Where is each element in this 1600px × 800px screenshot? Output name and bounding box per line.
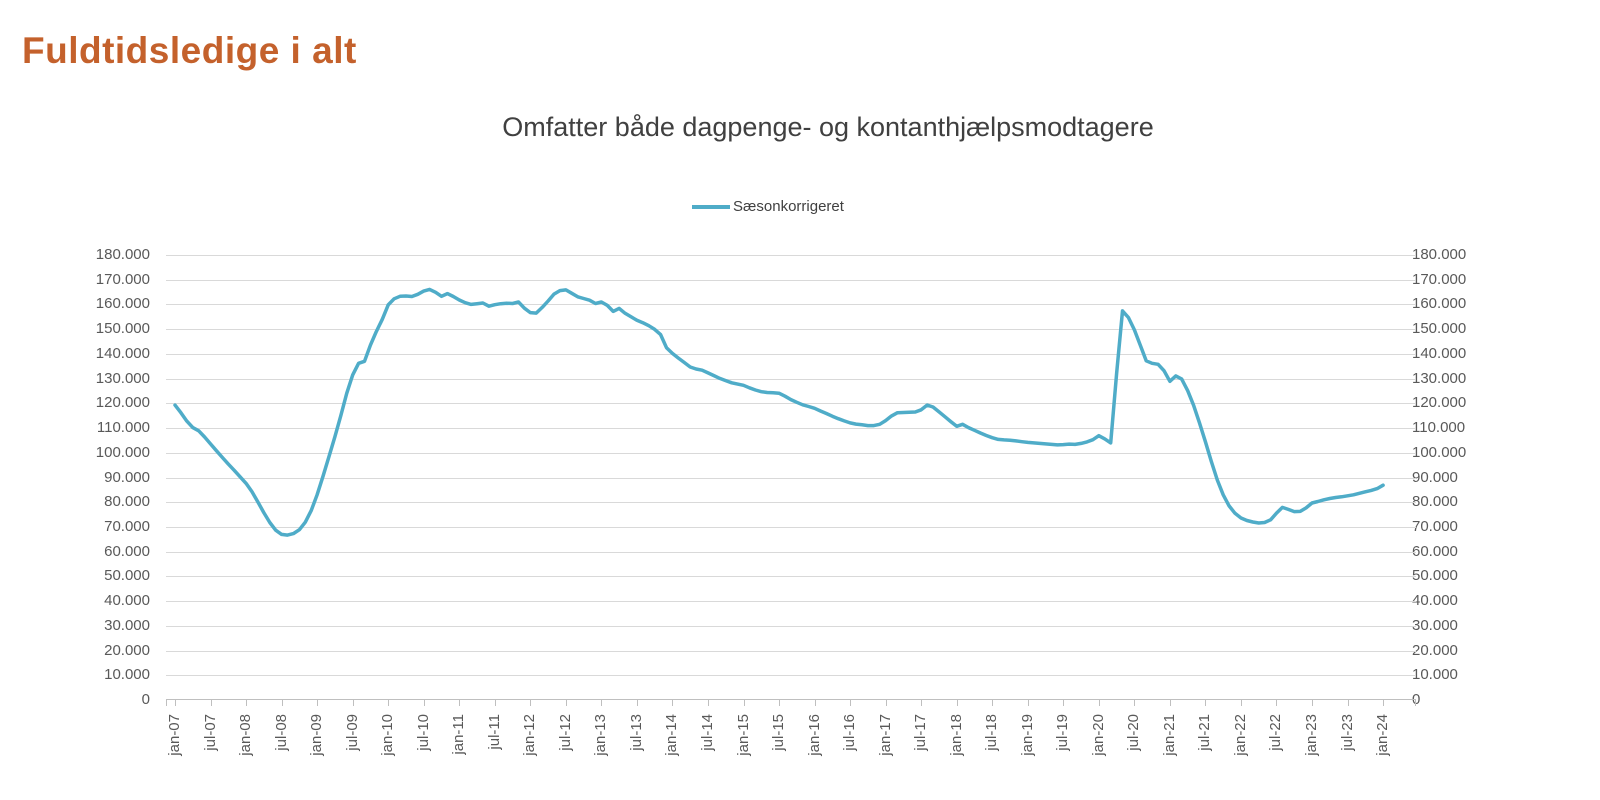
- x-tick-label: jul-11: [486, 714, 503, 750]
- x-tick-label: jan-14: [663, 714, 680, 756]
- x-tick-label: jan-10: [379, 714, 396, 756]
- y-tick-label-left: 100.000: [95, 444, 150, 461]
- y-tick-label-left: 80.000: [104, 493, 150, 510]
- y-tick-label-left: 150.000: [95, 320, 150, 337]
- x-tick-label: jul-17: [912, 714, 929, 751]
- x-tick-label: jul-15: [770, 714, 787, 751]
- x-tick-label: jan-17: [877, 714, 894, 756]
- x-tick-label: jan-16: [806, 714, 823, 756]
- y-tick-label-right: 150.000: [1412, 320, 1467, 337]
- y-tick-label-right: 140.000: [1412, 345, 1467, 362]
- x-tick-label: jan-13: [592, 714, 609, 756]
- y-tick-label-left: 120.000: [95, 394, 150, 411]
- x-tick-label: jan-24: [1374, 714, 1391, 756]
- x-tick-label: jul-09: [344, 714, 361, 751]
- y-tick-label-right: 170.000: [1412, 271, 1467, 288]
- x-tick-label: jan-22: [1232, 714, 1249, 756]
- y-tick-label-right: 180.000: [1412, 246, 1467, 263]
- x-tick-label: jul-21: [1196, 714, 1213, 751]
- x-tick-label: jul-08: [273, 714, 290, 751]
- x-tick-label: jul-18: [983, 714, 1000, 751]
- x-tick-label: jan-20: [1090, 714, 1107, 756]
- y-tick-label-left: 60.000: [104, 543, 150, 560]
- y-tick-label-right: 110.000: [1412, 419, 1466, 436]
- y-tick-label-right: 30.000: [1412, 617, 1458, 634]
- chart-legend: Sæsonkorrigeret: [0, 198, 1536, 215]
- y-tick-label-left: 30.000: [104, 617, 150, 634]
- y-tick-label-right: 90.000: [1412, 469, 1458, 486]
- x-tick-label: jan-09: [308, 714, 325, 756]
- y-tick-label-left: 90.000: [104, 469, 150, 486]
- x-tick-label: jul-22: [1267, 714, 1284, 751]
- x-tick-label: jan-19: [1019, 714, 1036, 756]
- y-tick-label-right: 10.000: [1412, 666, 1458, 683]
- y-tick-label-left: 0: [141, 691, 150, 708]
- y-tick-label-right: 130.000: [1412, 370, 1467, 387]
- y-tick-label-left: 50.000: [104, 567, 150, 584]
- x-tick-label: jan-15: [735, 714, 752, 756]
- page-title: Fuldtidsledige i alt: [22, 30, 357, 71]
- x-tick-label: jan-08: [237, 714, 254, 756]
- x-tick-label: jan-18: [948, 714, 965, 756]
- x-tick-label: jan-23: [1303, 714, 1320, 756]
- x-tick-label: jan-11: [450, 714, 467, 755]
- x-tick-label: jul-19: [1054, 714, 1071, 751]
- y-tick-label-left: 130.000: [95, 370, 150, 387]
- x-tick-label: jul-20: [1125, 714, 1142, 751]
- plot-area: [166, 255, 1416, 706]
- y-tick-label-left: 70.000: [104, 518, 150, 535]
- y-tick-label-left: 170.000: [95, 271, 150, 288]
- y-tick-label-right: 20.000: [1412, 642, 1458, 659]
- x-tick-label: jan-12: [521, 714, 538, 756]
- y-tick-label-left: 160.000: [95, 295, 150, 312]
- y-tick-label-right: 0: [1412, 691, 1421, 708]
- y-tick-label-left: 110.000: [96, 419, 150, 436]
- y-tick-label-right: 100.000: [1412, 444, 1467, 461]
- y-tick-label-left: 180.000: [95, 246, 150, 263]
- y-tick-label-right: 80.000: [1412, 493, 1458, 510]
- y-tick-label-left: 10.000: [104, 666, 150, 683]
- y-tick-label-left: 140.000: [95, 345, 150, 362]
- x-tick-label: jan-21: [1161, 714, 1178, 756]
- series-line-saesonkorrigeret: [173, 287, 1385, 537]
- x-tick-label: jul-07: [202, 714, 219, 751]
- x-tick-label: jul-23: [1339, 714, 1356, 751]
- legend-label: Sæsonkorrigeret: [733, 198, 844, 215]
- x-tick-label: jul-13: [628, 714, 645, 751]
- y-tick-label-right: 160.000: [1412, 295, 1467, 312]
- x-tick-label: jul-12: [557, 714, 574, 751]
- y-tick-label-left: 40.000: [104, 592, 150, 609]
- chart-title: Omfatter både dagpenge- og kontanthjælps…: [502, 112, 1154, 142]
- y-tick-label-right: 40.000: [1412, 592, 1458, 609]
- x-tick-label: jul-16: [841, 714, 858, 751]
- y-tick-label-right: 120.000: [1412, 394, 1467, 411]
- y-tick-label-left: 20.000: [104, 642, 150, 659]
- x-tick-label: jul-10: [415, 714, 432, 751]
- x-tick-label: jul-14: [699, 714, 716, 751]
- y-tick-label-right: 70.000: [1412, 518, 1458, 535]
- x-tick-label: jan-07: [166, 714, 183, 756]
- y-tick-label-right: 50.000: [1412, 567, 1458, 584]
- y-tick-label-right: 60.000: [1412, 543, 1458, 560]
- legend-line-swatch-icon: [692, 204, 731, 209]
